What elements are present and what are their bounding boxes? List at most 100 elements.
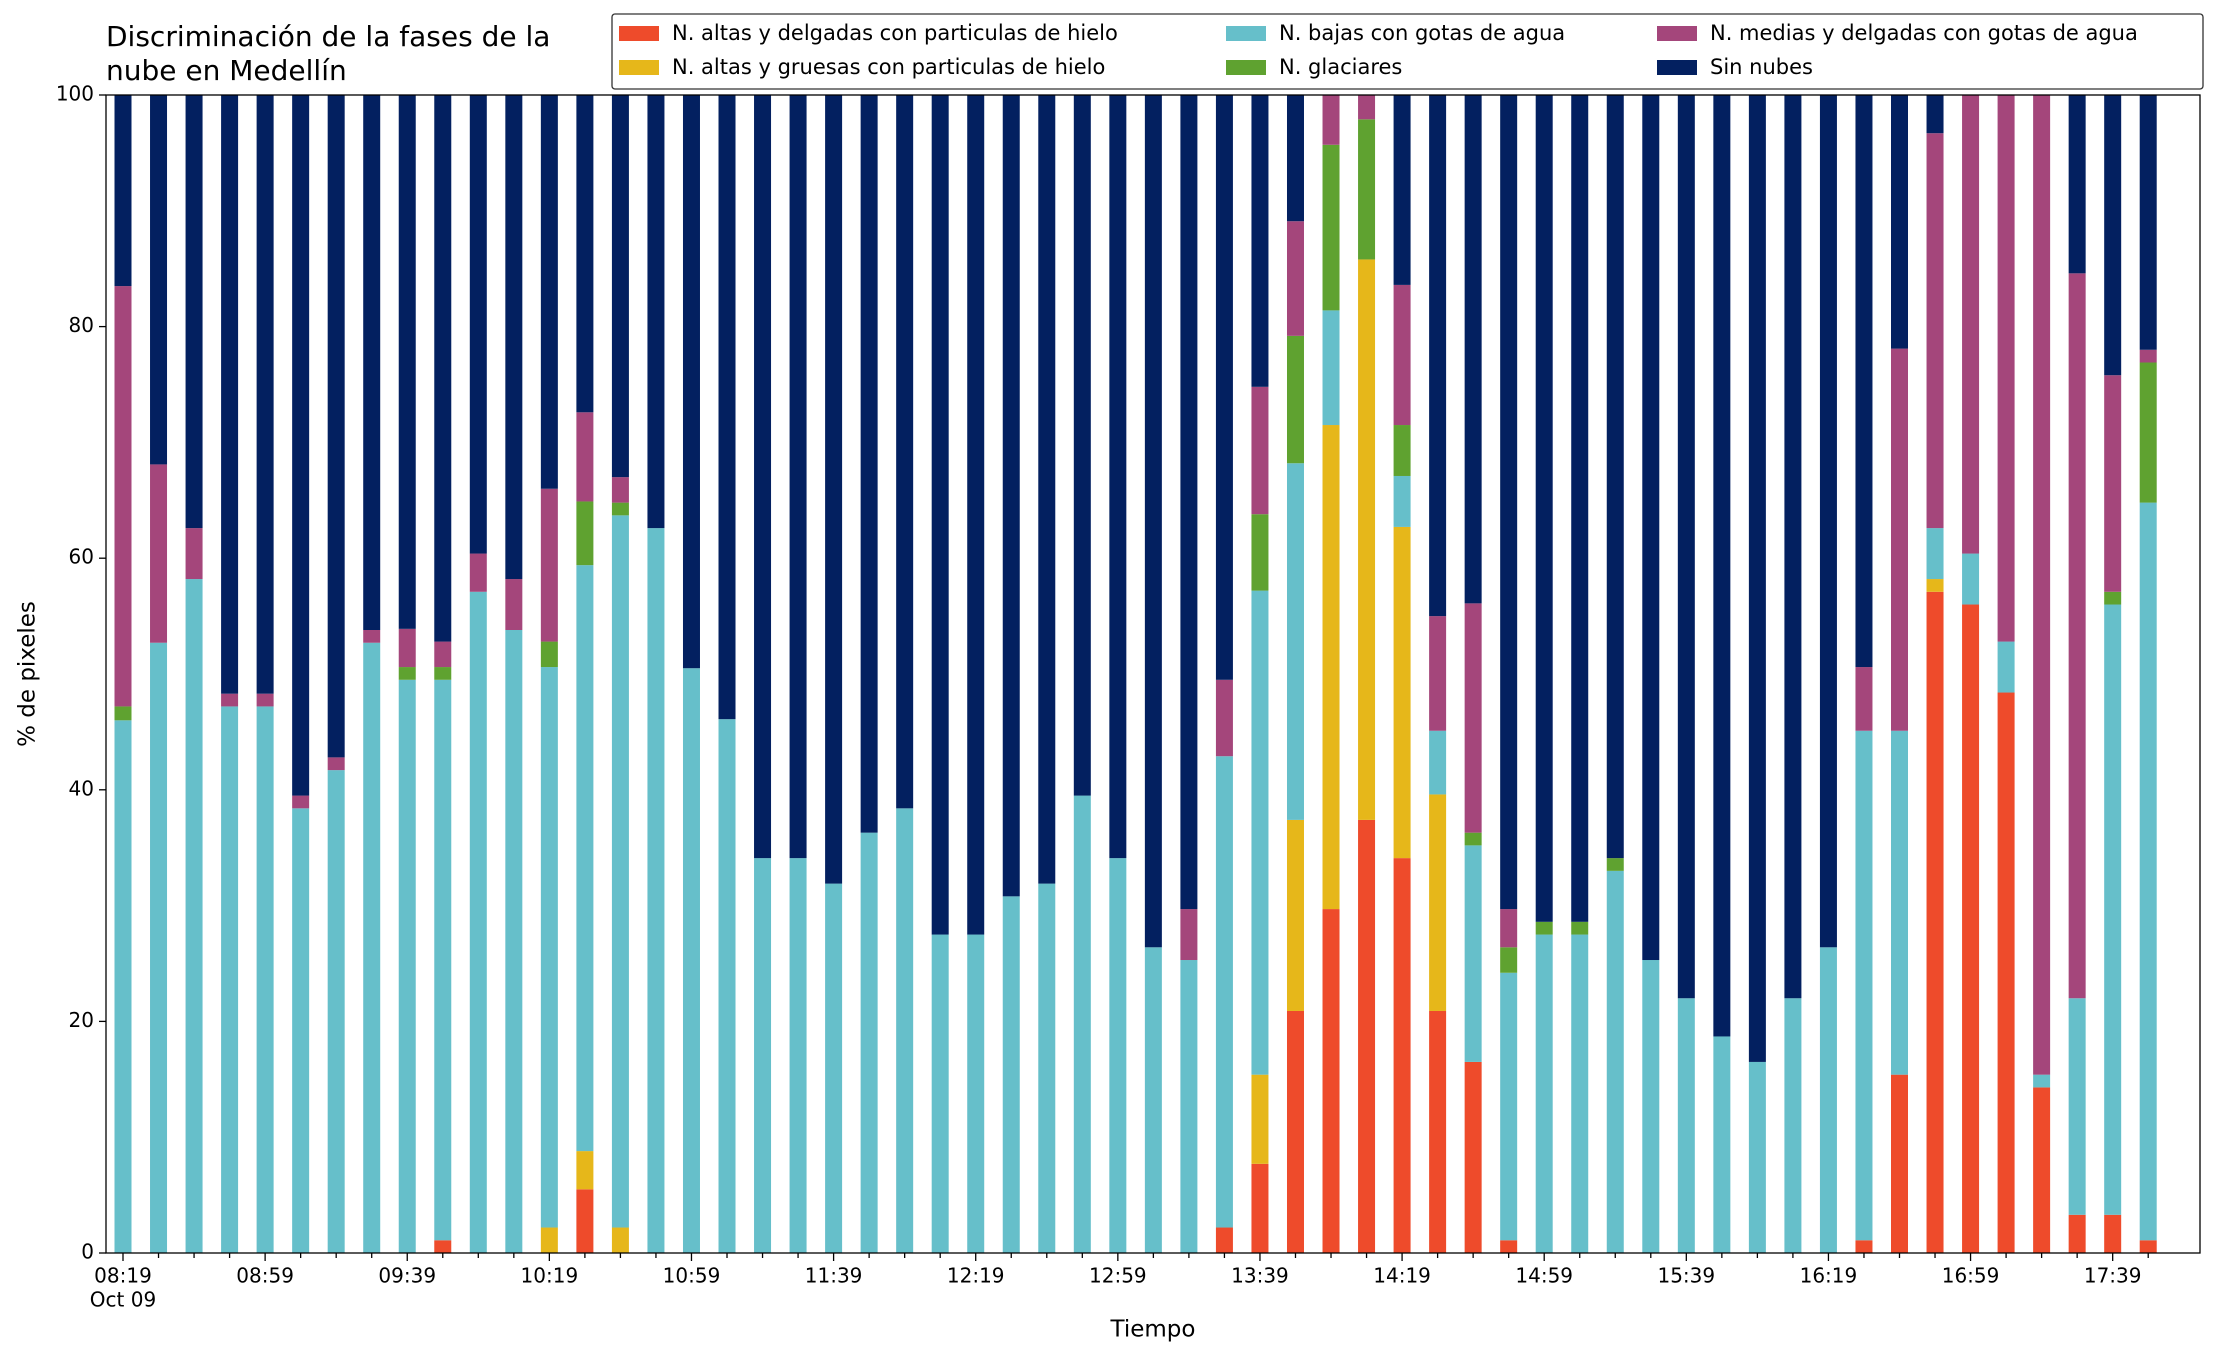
bar-segment: [611, 1227, 629, 1253]
bar-segment: [576, 501, 594, 566]
bar-segment: [469, 553, 487, 592]
bar-segment: [1962, 95, 1980, 554]
bar-segment: [1891, 730, 1908, 1075]
bar-segment: [1180, 95, 1198, 910]
bar-segment: [327, 757, 345, 771]
bar-segment: [789, 95, 807, 859]
bar-segment: [682, 668, 700, 1253]
bar-segment: [1500, 909, 1518, 948]
x-tick-label: 13:39: [1231, 1264, 1289, 1288]
bar-segment: [1606, 858, 1624, 871]
bar-segment: [1500, 947, 1518, 973]
bar-segment: [611, 95, 629, 478]
bar-segment: [754, 95, 772, 859]
plot-frame: [105, 94, 2201, 1254]
bar-segment: [967, 95, 985, 935]
legend-swatch: [1657, 26, 1697, 41]
bar-segment: [647, 528, 665, 1253]
bar-segment: [1926, 579, 1944, 592]
x-tick-label: 16:59: [1942, 1264, 2000, 1288]
bar-segment: [150, 464, 168, 643]
bar-segment: [2104, 375, 2122, 592]
bar-segment: [1606, 95, 1624, 859]
x-tick-label: 12:59: [1089, 1264, 1147, 1288]
bar-segment: [363, 629, 381, 643]
bar-segment: [1677, 95, 1695, 999]
bar-segment: [1571, 95, 1589, 922]
legend-label: N. medias y delgadas con gotas de agua: [1710, 21, 2138, 45]
bar-segment: [2139, 502, 2157, 1241]
bar-segment: [2033, 1074, 2051, 1088]
bar-segment: [576, 95, 594, 413]
bar-segment: [150, 642, 168, 1253]
bar-segment: [469, 95, 487, 554]
bar-segment: [1571, 934, 1589, 1253]
y-tick-label: 20: [69, 1008, 94, 1032]
bar-segment: [1358, 119, 1376, 260]
bar-segment: [1251, 386, 1269, 515]
bar-segment: [1819, 947, 1837, 1253]
bar-segment: [1322, 144, 1340, 311]
bar-segment: [1393, 95, 1411, 285]
bar-segment: [931, 95, 949, 935]
bar-segment: [1393, 858, 1411, 1253]
bar-segment: [1891, 95, 1908, 349]
bar-segment: [2139, 1240, 2157, 1253]
y-tick-label: 0: [81, 1240, 94, 1264]
bar-segment: [1535, 95, 1553, 922]
bar-segment: [931, 934, 949, 1253]
bar-segment: [789, 858, 807, 1253]
bar-segment: [1251, 1074, 1269, 1164]
bar-segment: [2033, 1087, 2051, 1253]
bar-segment: [1322, 909, 1340, 1253]
bar-segment: [1109, 858, 1127, 1253]
bar-segment: [434, 95, 452, 642]
bar-segment: [1855, 95, 1873, 668]
bar-segment: [1819, 95, 1837, 948]
bar-segment: [1642, 95, 1660, 961]
x-tick-label: 14:59: [1515, 1264, 1573, 1288]
bar-segment: [1926, 95, 1944, 134]
bar-segment: [2068, 273, 2086, 999]
bar-segment: [1073, 95, 1091, 796]
bar-segment: [1322, 310, 1340, 426]
bar-segment: [2104, 95, 2122, 376]
x-tick-label: 11:39: [805, 1264, 863, 1288]
bar-segment: [185, 579, 203, 1253]
x-tick-label: 12:19: [947, 1264, 1005, 1288]
bar-segment: [2139, 362, 2157, 503]
legend-label: N. altas y gruesas con particulas de hie…: [672, 55, 1105, 79]
bar-segment: [1784, 95, 1802, 999]
bar-segment: [1464, 603, 1482, 833]
bar-segment: [1358, 819, 1376, 1253]
bar-segment: [1535, 934, 1553, 1253]
x-sublabel: Oct 09: [90, 1288, 156, 1312]
bar-segment: [1926, 591, 1944, 1253]
legend-label: N. altas y delgadas con particulas de hi…: [672, 21, 1118, 45]
bar-segment: [611, 515, 629, 1228]
bar-segment: [1748, 1061, 1766, 1253]
bar-segment: [505, 579, 523, 630]
bar-segment: [505, 95, 523, 580]
bar-segment: [1002, 95, 1020, 897]
bar-segment: [434, 1240, 452, 1253]
bar-segment: [1286, 819, 1304, 1011]
bar-segment: [398, 628, 416, 668]
bar-segment: [434, 667, 452, 680]
bar-segment: [1180, 909, 1198, 961]
bar-segment: [2033, 95, 2051, 1075]
bar-segment: [1429, 95, 1447, 617]
bar-segment: [398, 667, 416, 680]
bar-segment: [2139, 95, 2157, 350]
bar-segment: [1358, 259, 1376, 820]
bar-segment: [1286, 463, 1304, 820]
bar-segment: [1251, 95, 1269, 387]
bar-segment: [1429, 730, 1447, 795]
bar-segment: [1429, 794, 1447, 1011]
x-tick-label: 16:19: [1800, 1264, 1858, 1288]
bar-segment: [2104, 591, 2122, 605]
bar-segment: [1713, 1036, 1731, 1253]
bar-segment: [754, 858, 772, 1253]
bar-segment: [2068, 1214, 2086, 1253]
